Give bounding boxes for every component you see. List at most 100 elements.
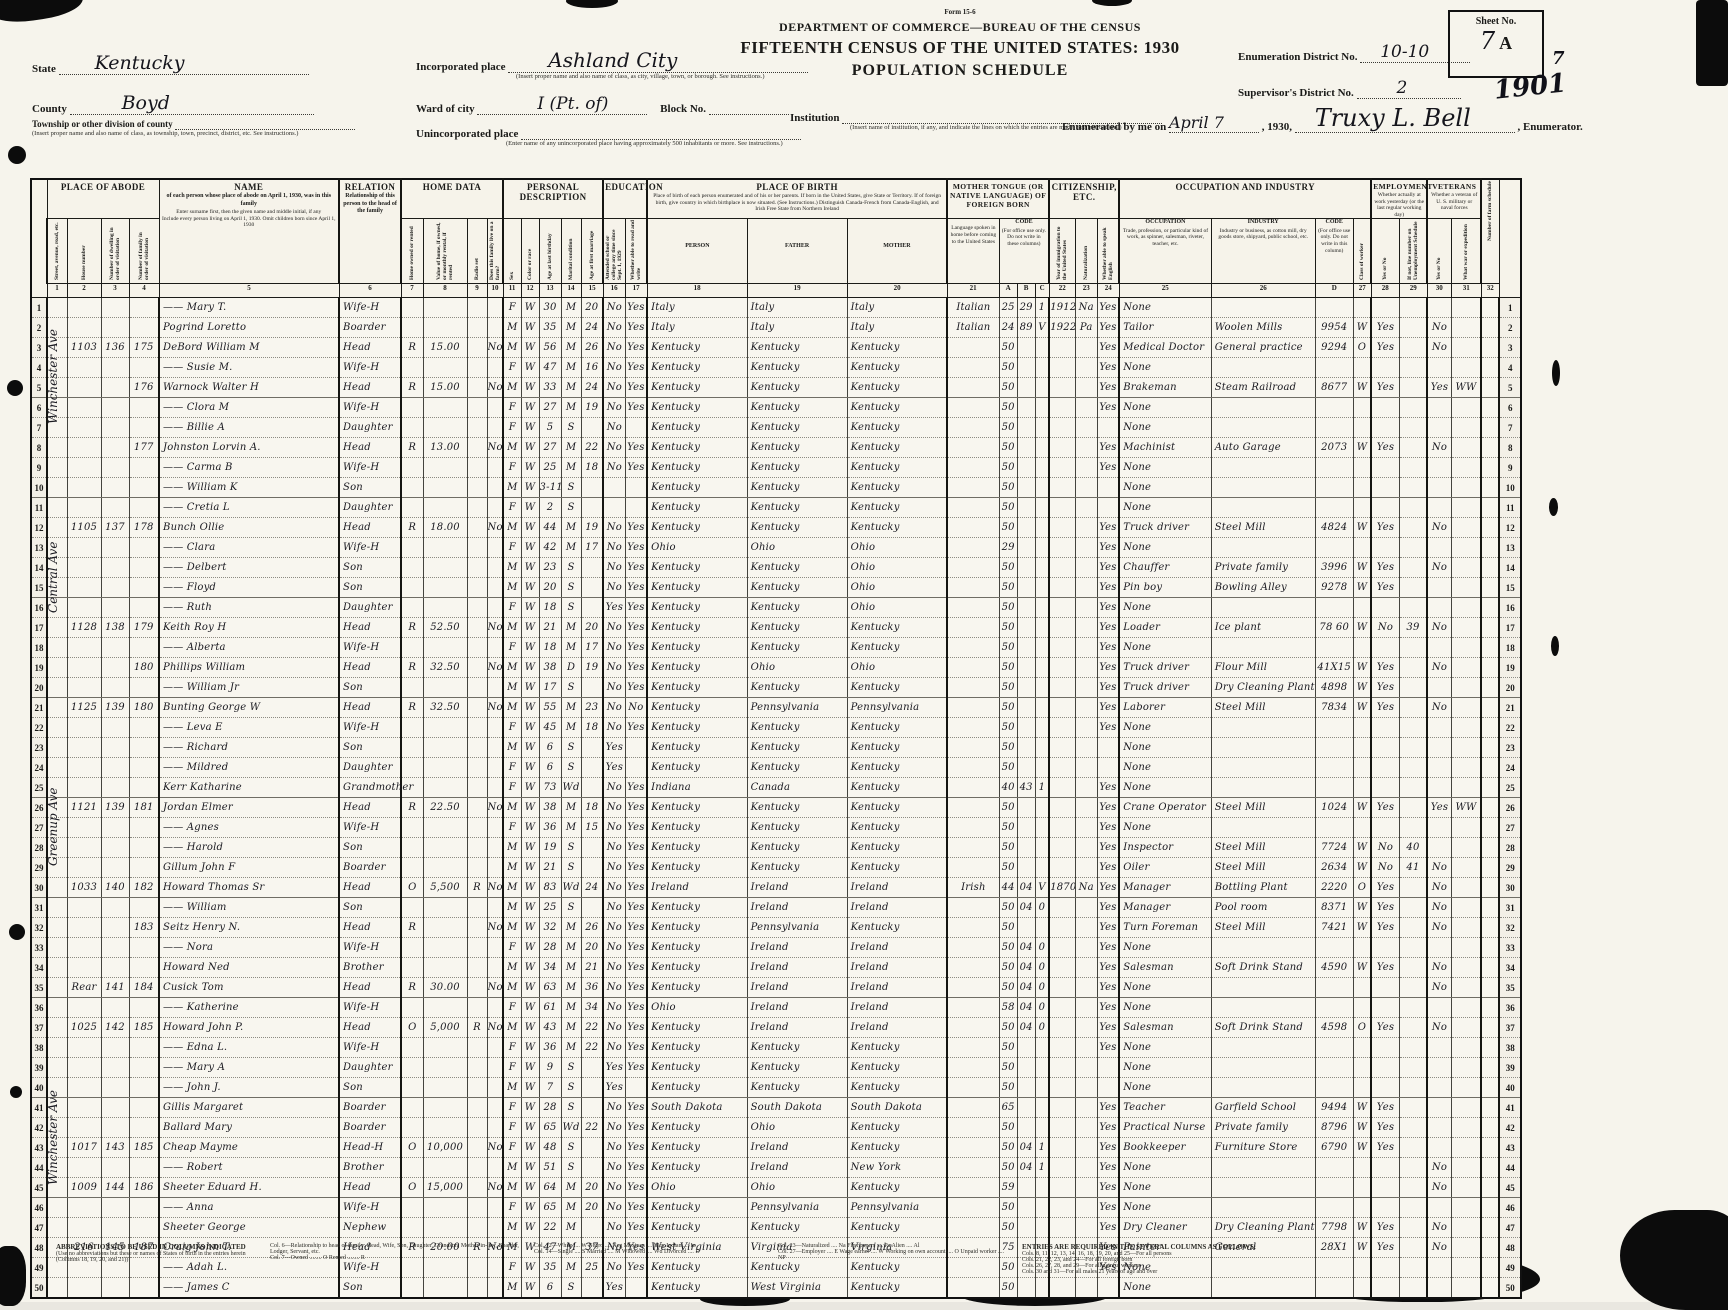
- street-cell: [46, 957, 68, 979]
- cell-relation: Son: [338, 557, 402, 579]
- cell-mother-tongue: [946, 617, 1000, 639]
- cell-color: W: [520, 1177, 540, 1199]
- line-number: 49: [1498, 1257, 1522, 1279]
- township-value[interactable]: [175, 119, 356, 130]
- cell-age: 32: [538, 917, 562, 939]
- cell-home-value: [422, 417, 468, 439]
- cell-veteran: No: [1426, 697, 1452, 719]
- enumerator-signature[interactable]: Truxy L. Bell: [1314, 104, 1471, 132]
- state-value[interactable]: Kentucky: [94, 52, 185, 74]
- cell-family-number: 182: [128, 877, 160, 899]
- cell-industry: [1210, 1057, 1316, 1079]
- unincorporated-label: Unincorporated place: [416, 128, 519, 140]
- line-number: 43: [1498, 1137, 1522, 1159]
- cell-worker-class: [1352, 757, 1372, 779]
- cell-occupation: None: [1118, 777, 1212, 799]
- cell-immigration-year: [1048, 377, 1076, 399]
- cell-color: W: [520, 557, 540, 579]
- cell-age: 25: [538, 897, 562, 919]
- cell-at-work: Yes: [1370, 1017, 1400, 1039]
- county-value[interactable]: Boyd: [121, 92, 170, 114]
- cell-code-a: 50: [998, 957, 1018, 979]
- cell-naturalization: [1074, 577, 1098, 599]
- cell-dwelling-number: [100, 957, 130, 979]
- cell-lives-on-farm: [486, 1117, 504, 1139]
- department-line: DEPARTMENT OF COMMERCE—BUREAU OF THE CEN…: [779, 20, 1141, 34]
- cell-radio-set: [466, 737, 488, 759]
- census-row: 21 1125 139 180 Bunting George W Head R 32.50 No…: [30, 697, 1522, 719]
- cell-unemployment-line: [1398, 797, 1428, 819]
- cell-read-write: [624, 497, 648, 519]
- cell-occupation: Salesman: [1118, 1017, 1212, 1039]
- cell-relation: Head: [338, 917, 402, 939]
- cell-attended-school: No: [602, 517, 626, 539]
- cell-dwelling-number: [100, 1217, 130, 1239]
- cell-color: W: [520, 617, 540, 639]
- cell-immigration-year: [1048, 517, 1076, 539]
- unincorporated-value[interactable]: [521, 129, 802, 140]
- cell-home-value: [422, 1277, 468, 1299]
- cell-color: W: [520, 337, 540, 359]
- cell-age: 45: [538, 717, 562, 739]
- cell-occupation-code: [1314, 537, 1354, 559]
- cell-attended-school: No: [602, 917, 626, 939]
- cell-age: 6: [538, 1277, 562, 1299]
- cell-color: W: [520, 517, 540, 539]
- cell-attended-school: No: [602, 897, 626, 919]
- cell-code-b: 89: [1016, 317, 1036, 339]
- cell-sex: M: [502, 337, 522, 359]
- cell-dwelling-number: 139: [100, 697, 130, 719]
- cell-dwelling-number: [100, 717, 130, 739]
- cell-naturalization: [1074, 1177, 1098, 1199]
- incorporated-value[interactable]: Ashland City: [548, 48, 678, 72]
- cell-unemployment-line: [1398, 897, 1428, 919]
- block-value[interactable]: [708, 104, 789, 115]
- cell-lives-on-farm: [486, 497, 504, 519]
- cell-radio-set: [466, 757, 488, 779]
- line-number: 31: [1498, 897, 1522, 919]
- cell-read-write: Yes: [624, 457, 648, 479]
- institution-value[interactable]: [842, 113, 1163, 124]
- sheet-value[interactable]: 7: [1479, 27, 1496, 55]
- ward-value[interactable]: I (Pt. of): [537, 94, 609, 114]
- cell-code-c: 1: [1034, 297, 1050, 319]
- cell-mother-tongue: Italian: [946, 317, 1000, 339]
- cell-war: [1450, 917, 1482, 939]
- cell-house-number: [66, 557, 102, 579]
- cell-code-a: 40: [998, 777, 1018, 799]
- cell-occupation-code: [1314, 937, 1354, 959]
- cell-marital: S: [560, 897, 582, 919]
- cell-age-first-married: [580, 417, 604, 439]
- enum-district-value[interactable]: 10-10: [1380, 42, 1430, 62]
- cell-mother-tongue: [946, 977, 1000, 999]
- cell-dwelling-number: [100, 377, 130, 399]
- cell-war: [1450, 1157, 1482, 1179]
- cell-house-number: [66, 1217, 102, 1239]
- cell-sex: M: [502, 1177, 522, 1199]
- cell-color: W: [520, 677, 540, 699]
- cell-sex: M: [502, 1077, 522, 1099]
- cell-naturalization: [1074, 1117, 1098, 1139]
- cell-read-write: Yes: [624, 617, 648, 639]
- cell-code-c: [1034, 337, 1050, 359]
- cell-speaks-english: Yes: [1096, 877, 1120, 899]
- cell-sex: M: [502, 677, 522, 699]
- cell-age-first-married: 24: [580, 377, 604, 399]
- cell-name: —— Delbert: [158, 557, 340, 579]
- cell-mother-tongue: [946, 1077, 1000, 1099]
- cell-age: 3-11/12: [538, 477, 562, 499]
- enumerated-date[interactable]: April 7: [1168, 113, 1224, 132]
- cell-at-work: [1370, 597, 1400, 619]
- cell-marital: M: [560, 997, 582, 1019]
- cell-code-c: [1034, 797, 1050, 819]
- cell-worker-class: W: [1352, 437, 1372, 459]
- cell-speaks-english: [1096, 497, 1120, 519]
- cell-naturalization: [1074, 597, 1098, 619]
- cell-read-write: Yes: [624, 777, 648, 799]
- cell-code-c: V: [1034, 317, 1050, 339]
- cell-farm-schedule: [1480, 1177, 1500, 1199]
- cell-family-number: [128, 837, 160, 859]
- super-district-value[interactable]: 2: [1396, 78, 1408, 98]
- cell-relation: Wife-H: [338, 637, 402, 659]
- cell-father-birthplace: Pennsylvania: [746, 1197, 848, 1219]
